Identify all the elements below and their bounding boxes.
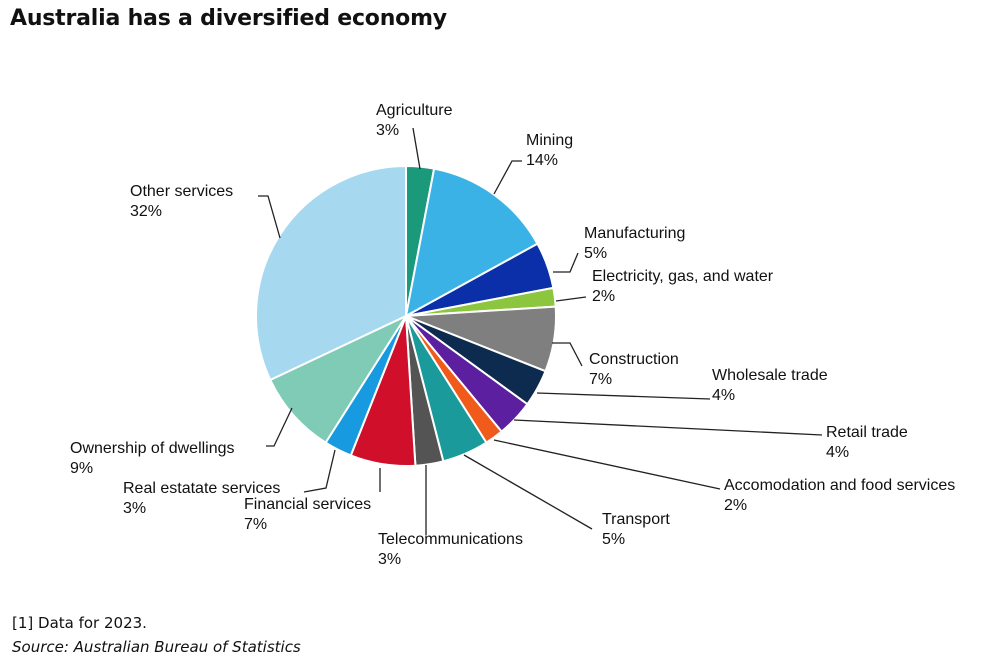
slice-label: Agriculture 3%	[376, 102, 453, 139]
pie-slices	[255, 164, 557, 467]
slice-label-name: Financial services	[244, 496, 371, 513]
leader-line	[412, 127, 421, 170]
leader-line	[553, 252, 579, 273]
slice-label-name: Accomodation and food services	[724, 477, 955, 494]
slice-label-value: 5%	[584, 245, 607, 262]
slice-label: Manufacturing 5%	[584, 225, 685, 262]
slice-label-name: Construction	[589, 351, 679, 368]
slice-label: Other services 32%	[130, 183, 233, 220]
slice-label: Transport 5%	[602, 511, 670, 548]
slice-label: Telecommunications 3%	[378, 531, 523, 568]
slice-label: Real estatate services 3%	[123, 480, 280, 517]
slice-label-value: 5%	[602, 531, 625, 548]
footnote: [1] Data for 2023.	[12, 614, 147, 632]
slice-label-value: 3%	[123, 500, 146, 517]
leader-line	[552, 342, 583, 367]
slice-label: Accomodation and food services 2%	[724, 477, 955, 514]
chart-title: Australia has a diversified economy	[10, 6, 447, 31]
pie-slice-ownership-of-dwellings	[268, 313, 409, 445]
slice-label: Mining 14%	[526, 132, 573, 169]
slice-label-name: Manufacturing	[584, 225, 685, 242]
leader-line	[555, 296, 587, 302]
slice-label: Electricity, gas, and water 2%	[592, 268, 774, 305]
slice-label: Retail trade 4%	[826, 424, 908, 461]
slice-label-value: 2%	[592, 288, 615, 305]
slice-label: Wholesale trade 4%	[712, 367, 828, 404]
slice-label-value: 3%	[376, 122, 399, 139]
leader-line	[303, 449, 336, 493]
slice-label-value: 14%	[526, 152, 558, 169]
slice-label-name: Electricity, gas, and water	[592, 268, 774, 285]
slice-label-value: 4%	[826, 444, 849, 461]
slice-label-value: 7%	[244, 516, 267, 533]
leader-line	[266, 407, 293, 447]
slice-label-value: 2%	[724, 497, 747, 514]
leader-line	[258, 195, 281, 239]
slice-label-name: Wholesale trade	[712, 367, 828, 384]
slice-label-name: Real estatate services	[123, 480, 280, 497]
leader-line	[463, 454, 593, 530]
slice-label: Financial services 7%	[244, 496, 371, 533]
slice-label-name: Retail trade	[826, 424, 908, 441]
slice-labels: Agriculture 3% Mining 14% Manufacturing 5% Ele…	[70, 102, 955, 568]
leader-line	[513, 419, 823, 436]
slice-label-name: Other services	[130, 183, 233, 200]
pie-slice-mining	[404, 167, 539, 318]
slice-label-value: 7%	[589, 371, 612, 388]
slice-label-name: Telecommunications	[378, 531, 523, 548]
slice-label-name: Agriculture	[376, 102, 453, 119]
slice-label: Ownership of dwellings 9%	[70, 440, 235, 477]
source-note: Source: Australian Bureau of Statistics	[12, 638, 301, 656]
leader-line	[493, 160, 522, 195]
slice-label-value: 4%	[712, 387, 735, 404]
leader-line	[536, 392, 711, 400]
slice-label-value: 32%	[130, 203, 162, 220]
leader-line	[493, 439, 721, 490]
slice-label: Construction 7%	[589, 351, 679, 388]
slice-label-name: Ownership of dwellings	[70, 440, 235, 457]
leader-lines	[258, 127, 823, 535]
slice-label-value: 3%	[378, 551, 401, 568]
slice-label-value: 9%	[70, 460, 93, 477]
slice-label-name: Transport	[602, 511, 670, 528]
slice-label-name: Mining	[526, 132, 573, 149]
